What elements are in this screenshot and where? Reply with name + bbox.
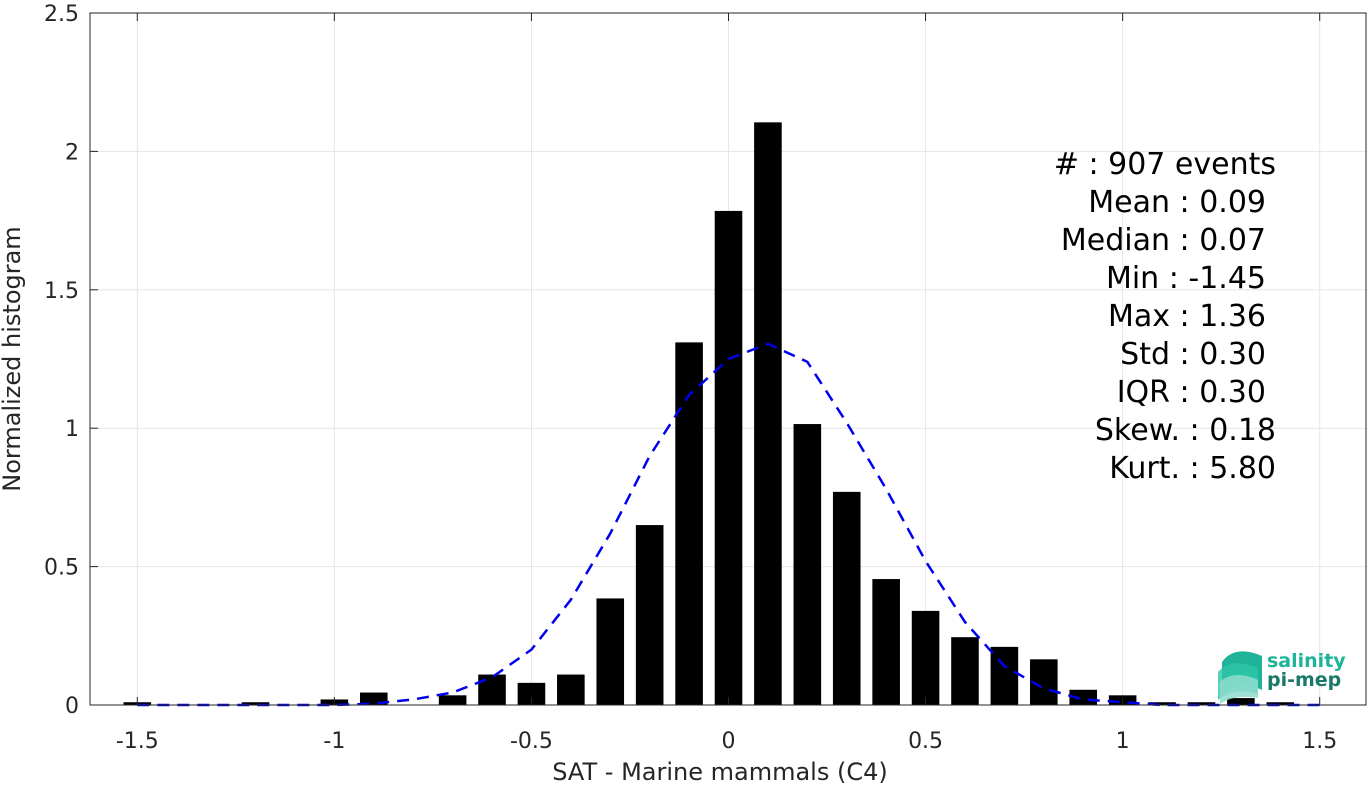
statistics-annotation: # : 907 events Mean : 0.09 Median : 0.07… [1054, 147, 1276, 486]
x-tick-label: 0.5 [908, 729, 943, 754]
histogram-bar [990, 646, 1019, 705]
stat-count: # : 907 events [1054, 147, 1276, 182]
logo-text-salinity: salinity [1267, 650, 1346, 672]
x-tick-label: -1.5 [116, 729, 159, 754]
histogram-bar [438, 695, 467, 705]
histogram-bar [832, 491, 861, 705]
logo-text-pimep: pi-mep [1267, 669, 1341, 691]
histogram-bar [872, 579, 900, 705]
histogram-bar [714, 210, 743, 706]
y-tick-label: 0.5 [44, 556, 79, 581]
x-tick-label: -0.5 [510, 729, 553, 754]
histogram-bar [517, 682, 546, 705]
normal-fit-curve [137, 342, 1320, 707]
y-tick-label: 2 [65, 140, 79, 165]
y-tick-label: 2.5 [44, 2, 79, 27]
histogram-bar [1266, 702, 1295, 705]
histogram-bar [478, 674, 506, 705]
x-axis-label: SAT - Marine mammals (C4) [552, 758, 887, 785]
stat-mean: Mean : 0.09 [1088, 185, 1266, 220]
stat-skewness: Skew. : 0.18 [1095, 413, 1276, 448]
stat-max: Max : 1.36 [1108, 299, 1266, 334]
histogram-bar [754, 122, 782, 705]
stat-iqr: IQR : 0.30 [1117, 375, 1266, 410]
histogram-bar [557, 674, 585, 705]
x-tick-label: -1 [323, 729, 345, 754]
y-tick-label: 1 [65, 417, 79, 442]
histogram-bar [793, 424, 822, 705]
x-tick-label: 1 [1116, 729, 1130, 754]
y-tick-labels: 0 0.5 1 1.5 2 2.5 [44, 2, 79, 719]
histogram-bar [1227, 698, 1255, 705]
histogram-bars [123, 122, 1295, 706]
histogram-bar [635, 525, 664, 705]
histogram-bar [675, 342, 703, 705]
histogram-bar [596, 598, 625, 705]
x-tick-labels: -1.5 -1 -0.5 0 0.5 1 1.5 [116, 729, 1337, 754]
y-tick-label: 0 [65, 694, 79, 719]
histogram-bar [911, 610, 940, 705]
axis-ticks [90, 12, 1321, 706]
stat-min: Min : -1.45 [1106, 261, 1266, 296]
y-tick-label: 1.5 [44, 279, 79, 304]
y-axis-label: Normalized histogram [0, 226, 26, 491]
stat-median: Median : 0.07 [1061, 223, 1266, 258]
salinity-pimep-logo: salinity pi-mep [1218, 650, 1346, 704]
stat-kurtosis: Kurt. : 5.80 [1109, 451, 1276, 486]
logo-wave-icon [1218, 651, 1262, 704]
x-tick-label: 0 [722, 729, 736, 754]
histogram-bar [241, 702, 270, 705]
stat-std: Std : 0.30 [1120, 337, 1266, 372]
histogram-bar [1187, 702, 1216, 705]
x-tick-label: 1.5 [1302, 729, 1337, 754]
histogram-bar [1148, 702, 1176, 705]
histogram-bar [951, 637, 979, 705]
